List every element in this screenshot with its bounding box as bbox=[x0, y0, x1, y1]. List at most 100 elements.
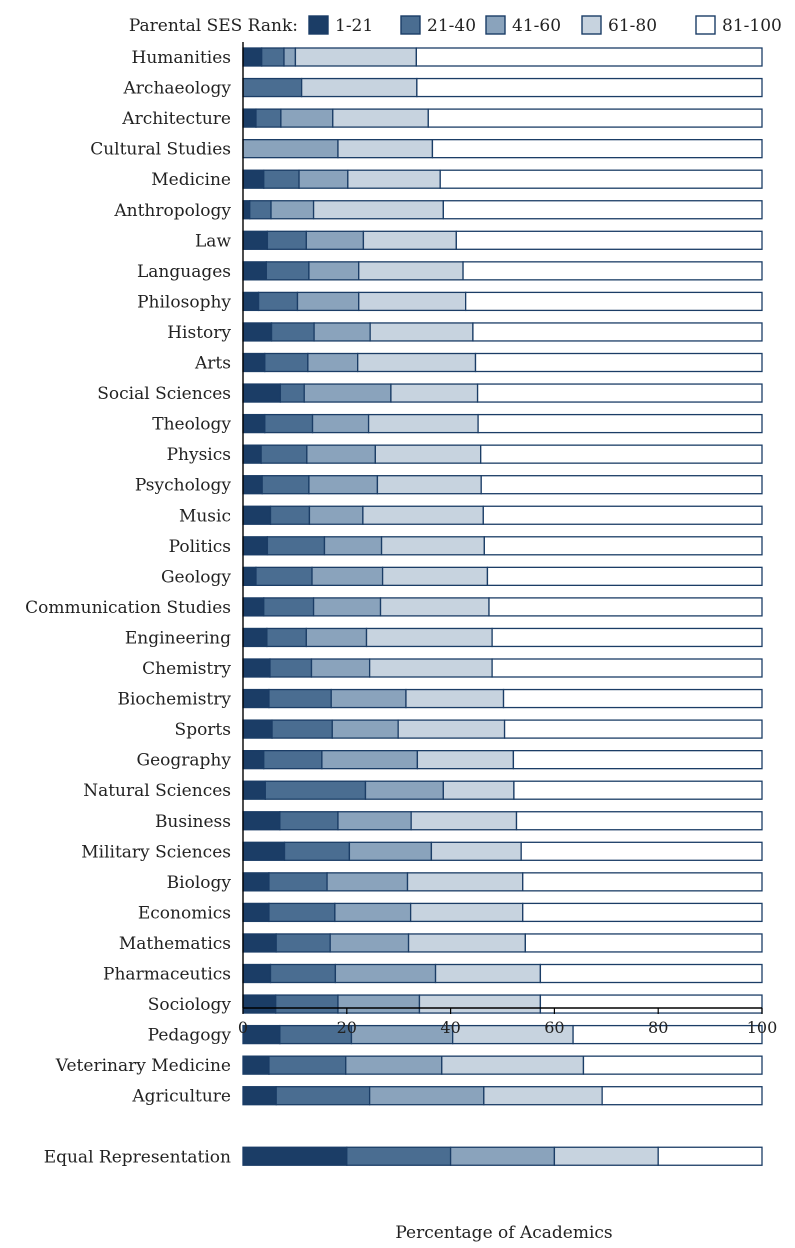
bar-segment-21-40 bbox=[270, 322, 315, 342]
bar-segment-21-40 bbox=[264, 780, 367, 800]
bar-segment-61-80 bbox=[362, 230, 457, 250]
category-label: Pedagogy bbox=[148, 1026, 232, 1046]
category-label: Architecture bbox=[121, 109, 231, 129]
category-label: Theology bbox=[152, 415, 231, 435]
bar-segment-81-100 bbox=[657, 1146, 763, 1166]
bar-segment-81-100 bbox=[486, 566, 763, 586]
bar-segment-81-100 bbox=[524, 933, 763, 953]
bar-segment-21-40 bbox=[275, 933, 331, 953]
bar-segment-1-21 bbox=[242, 902, 270, 923]
bar-segment-81-100 bbox=[427, 108, 763, 128]
category-label: Equal Representation bbox=[44, 1147, 231, 1167]
bar-segment-21-40 bbox=[255, 108, 282, 128]
bar-segment-41-60 bbox=[308, 261, 360, 281]
category-label: Veterinary Medicine bbox=[55, 1056, 231, 1076]
bar-segment-81-100 bbox=[455, 230, 763, 250]
bar-segment-1-21 bbox=[242, 108, 257, 128]
bar-segment-21-40 bbox=[257, 291, 299, 312]
bar-segment-21-40 bbox=[263, 750, 323, 770]
legend-swatch bbox=[400, 15, 421, 35]
bar-segment-81-100 bbox=[480, 444, 763, 464]
category-label: Economics bbox=[138, 903, 231, 923]
bar-segment-41-60 bbox=[308, 475, 379, 495]
category-label: Politics bbox=[169, 537, 231, 557]
x-tick-label: 60 bbox=[544, 1018, 564, 1037]
bar-segment-21-40 bbox=[269, 658, 313, 678]
bar-segment-41-60 bbox=[307, 352, 359, 373]
bar-segment-21-40 bbox=[268, 1055, 347, 1075]
x-tick-label: 40 bbox=[440, 1018, 460, 1037]
bar-segment-81-100 bbox=[442, 200, 763, 220]
legend-label: 81-100 bbox=[722, 16, 782, 36]
legend-title: Parental SES Rank: bbox=[129, 16, 298, 36]
bar-segment-61-80 bbox=[294, 47, 417, 67]
bar-segment-41-60 bbox=[283, 47, 297, 67]
bar-segment-61-80 bbox=[434, 963, 542, 984]
bar-segment-21-40 bbox=[261, 475, 310, 495]
x-tick-label: 100 bbox=[747, 1018, 778, 1037]
bar-segment-21-40 bbox=[266, 627, 307, 648]
bar-segment-1-21 bbox=[242, 933, 277, 953]
bar-segment-21-40 bbox=[275, 994, 339, 1014]
category-label: Medicine bbox=[151, 170, 231, 190]
bar-segment-81-100 bbox=[482, 505, 763, 525]
bar-segment-21-40 bbox=[265, 261, 310, 281]
bar-segment-1-21 bbox=[242, 383, 282, 403]
legend-label: 41-60 bbox=[512, 16, 561, 36]
bar-segment-1-21 bbox=[242, 750, 265, 770]
bar-segment-61-80 bbox=[374, 444, 482, 464]
category-label: Psychology bbox=[135, 476, 232, 496]
bar-segment-61-80 bbox=[312, 200, 444, 220]
bar-segment-41-60 bbox=[308, 505, 364, 525]
bar-segment-81-100 bbox=[415, 47, 763, 67]
bar-segment-81-100 bbox=[474, 352, 763, 373]
x-tick-label: 80 bbox=[648, 1018, 668, 1037]
category-label: Biology bbox=[167, 873, 232, 893]
category-label: Agriculture bbox=[131, 1087, 231, 1107]
category-label: Natural Sciences bbox=[83, 781, 231, 801]
bar-segment-21-40 bbox=[264, 352, 309, 373]
legend-swatch bbox=[485, 15, 506, 35]
bar-segment-1-21 bbox=[242, 658, 271, 678]
bar-segment-41-60 bbox=[330, 688, 407, 709]
bar-segment-81-100 bbox=[472, 322, 763, 342]
bar-segment-41-60 bbox=[323, 536, 383, 556]
bar-segment-1-21 bbox=[242, 780, 266, 800]
bar-segment-41-60 bbox=[329, 933, 410, 953]
bar-segment-1-21 bbox=[242, 352, 266, 373]
bar-segment-1-21 bbox=[242, 230, 269, 250]
bar-segment-61-80 bbox=[337, 138, 434, 159]
bar-segment-61-80 bbox=[365, 627, 493, 648]
bar-segment-81-100 bbox=[582, 1055, 763, 1075]
bar-segment-41-60 bbox=[337, 811, 412, 831]
bar-segment-1-21 bbox=[242, 169, 265, 189]
x-tick-label: 0 bbox=[238, 1018, 248, 1037]
bar-segment-21-40 bbox=[268, 872, 328, 892]
bar-segment-1-21 bbox=[242, 872, 270, 892]
category-label: Geography bbox=[137, 751, 232, 771]
bar-segment-21-40 bbox=[269, 505, 311, 525]
category-label: Pharmaceutics bbox=[103, 965, 231, 985]
bar-segment-81-100 bbox=[491, 627, 763, 648]
x-tick-label: 20 bbox=[337, 1018, 357, 1037]
bar-segment-21-40 bbox=[279, 383, 305, 403]
bar-segment-41-60 bbox=[305, 627, 368, 648]
category-label: History bbox=[167, 323, 231, 343]
bar-segment-1-21 bbox=[242, 47, 263, 67]
bar-segment-61-80 bbox=[410, 811, 518, 831]
bar-segment-1-21 bbox=[242, 200, 251, 220]
bar-segment-1-21 bbox=[242, 475, 263, 495]
bars bbox=[242, 47, 763, 1166]
bar-segment-1-21 bbox=[242, 505, 272, 525]
bar-segment-81-100 bbox=[601, 1086, 763, 1106]
bar-segment-61-80 bbox=[369, 322, 474, 342]
bar-segment-61-80 bbox=[407, 933, 526, 953]
category-label: Anthropology bbox=[113, 201, 231, 221]
legend-items: 1-21 21-40 41-60 61-80 81-100 bbox=[308, 15, 782, 36]
bar-segment-21-40 bbox=[264, 413, 314, 434]
bar-segment-21-40 bbox=[263, 169, 300, 189]
bar-segment-41-60 bbox=[364, 780, 444, 800]
bar-segment-21-40 bbox=[263, 597, 315, 617]
bar-segment-1-21 bbox=[242, 444, 262, 464]
bar-segment-41-60 bbox=[311, 413, 370, 434]
